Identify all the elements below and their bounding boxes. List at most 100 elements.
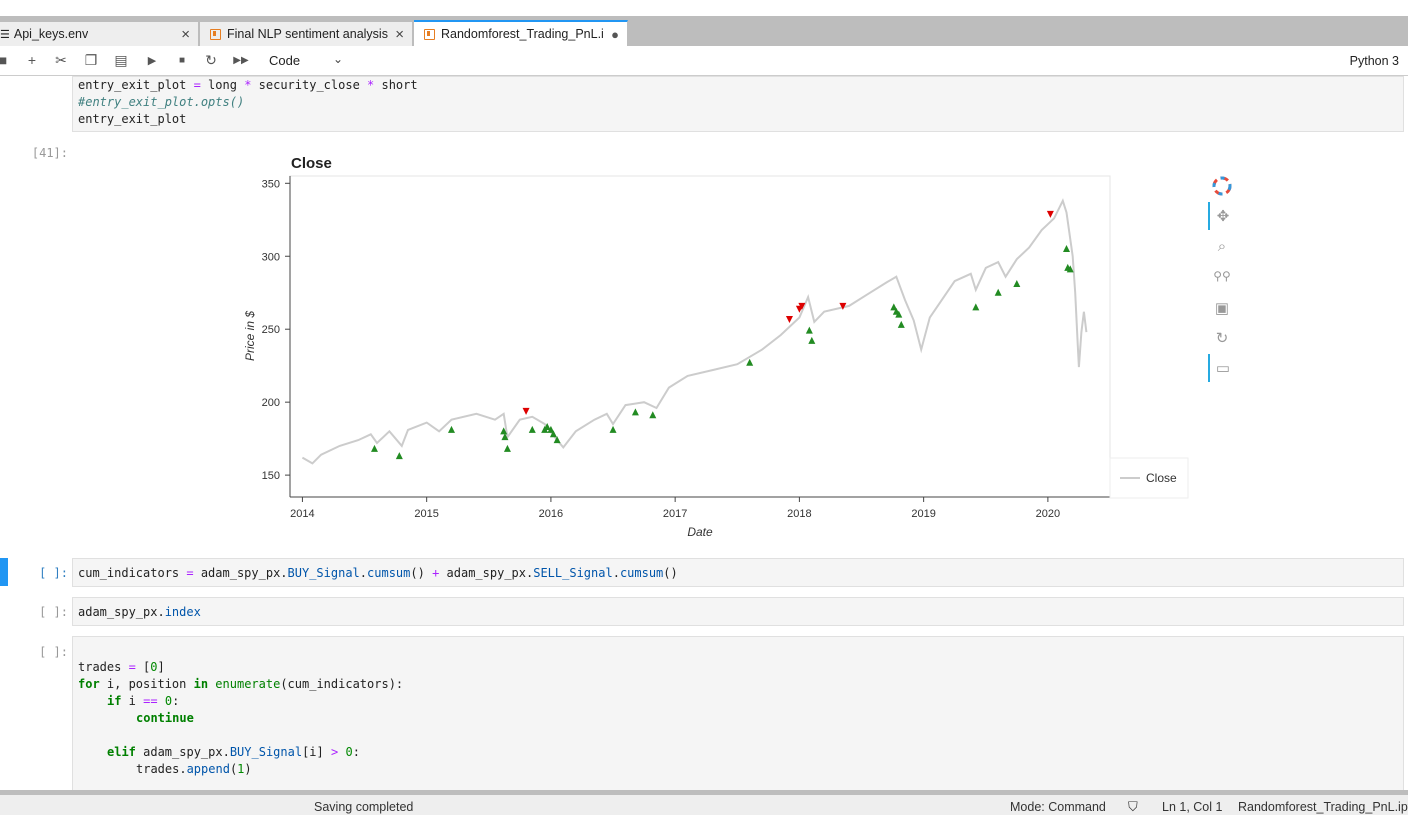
restart-icon[interactable]: ↻ bbox=[205, 52, 217, 68]
buy-signal-marker bbox=[547, 425, 555, 433]
x-tick-label: 2019 bbox=[911, 508, 935, 520]
mode-indicator[interactable]: Mode: Command bbox=[1010, 800, 1106, 814]
code-cell-input[interactable]: trades = [0] for i, position in enumerat… bbox=[72, 636, 1404, 790]
buy-signal-marker bbox=[503, 444, 511, 452]
chevron-down-icon[interactable]: ⌄ bbox=[333, 52, 344, 66]
box-zoom-icon[interactable]: ⌕ bbox=[1217, 237, 1227, 255]
file-name: Randomforest_Trading_PnL.ipy bbox=[1238, 800, 1408, 814]
buy-signal-marker bbox=[501, 433, 509, 441]
buy-signal-marker bbox=[528, 425, 536, 433]
save-icon[interactable]: ■ bbox=[0, 52, 8, 68]
code-line: continue bbox=[136, 711, 194, 725]
run-icon[interactable]: ▶ bbox=[147, 55, 157, 67]
tab-label: Final NLP sentiment analysis bbox=[227, 27, 388, 41]
tab-api-keys[interactable]: ☰ Api_keys.env × bbox=[0, 22, 199, 46]
y-tick-label: 350 bbox=[262, 178, 280, 190]
code-line: trades.append(1) bbox=[136, 762, 252, 776]
code-line: trades = [0] bbox=[78, 660, 165, 674]
wheel-zoom-icon[interactable]: ⚲⚲ bbox=[1213, 269, 1231, 283]
tab-strip: ☰ Api_keys.env × Final NLP sentiment ana… bbox=[0, 16, 1408, 46]
add-cell-icon[interactable]: + bbox=[27, 52, 37, 68]
buy-signal-marker bbox=[1066, 265, 1074, 273]
input-prompt: [ ]: bbox=[39, 566, 68, 580]
code-cell-input[interactable]: adam_spy_px.index bbox=[72, 597, 1404, 626]
active-cell-indicator bbox=[0, 558, 8, 586]
buy-signal-marker bbox=[890, 303, 898, 311]
sell-signal-marker bbox=[522, 407, 530, 415]
buy-signal-marker bbox=[553, 436, 561, 444]
buy-signal-marker bbox=[395, 452, 403, 460]
status-bar: Saving completed Mode: Command ⛉ Ln 1, C… bbox=[0, 790, 1408, 815]
buy-signal-marker bbox=[895, 310, 903, 318]
tab-nlp-sentiment[interactable]: Final NLP sentiment analysis × bbox=[200, 22, 413, 46]
bokeh-logo-icon[interactable] bbox=[1208, 172, 1236, 200]
y-tick-label: 200 bbox=[262, 397, 280, 409]
kernel-name[interactable]: Python 3 bbox=[1349, 54, 1399, 68]
code-line: entry_exit_plot = long * security_close … bbox=[78, 78, 418, 92]
buy-signal-marker bbox=[897, 320, 905, 328]
buy-signal-marker bbox=[609, 425, 617, 433]
close-icon[interactable]: × bbox=[395, 25, 404, 43]
code-line: adam_spy_px.index bbox=[78, 605, 201, 619]
code-cell-input[interactable]: cum_indicators = adam_spy_px.BUY_Signal.… bbox=[72, 558, 1404, 587]
x-tick-label: 2018 bbox=[787, 508, 811, 520]
paste-icon[interactable]: ▤ bbox=[114, 52, 128, 68]
window-top bbox=[0, 0, 1408, 16]
cut-icon[interactable]: ✂ bbox=[55, 52, 67, 68]
input-prompt: [ ]: bbox=[39, 645, 68, 659]
code-line: elif adam_spy_px.BUY_Signal[i] > 0: bbox=[107, 745, 360, 759]
text-file-icon: ☰ bbox=[0, 28, 10, 41]
stop-icon[interactable]: ■ bbox=[178, 55, 186, 66]
tab-randomforest[interactable]: Randomforest_Trading_PnL.i ● bbox=[414, 20, 628, 46]
x-tick-label: 2014 bbox=[290, 508, 314, 520]
y-tick-label: 300 bbox=[262, 251, 280, 263]
x-tick-label: 2015 bbox=[414, 508, 438, 520]
save-plot-icon[interactable]: ▣ bbox=[1214, 300, 1230, 317]
sell-signal-marker bbox=[785, 315, 793, 323]
code-line: if i == 0: bbox=[107, 694, 180, 708]
unsaved-dot-icon[interactable]: ● bbox=[611, 26, 619, 42]
close-icon[interactable]: × bbox=[181, 25, 190, 43]
buy-signal-marker bbox=[1063, 244, 1071, 252]
code-line: cum_indicators = adam_spy_px.BUY_Signal.… bbox=[78, 566, 678, 580]
x-tick-label: 2016 bbox=[539, 508, 563, 520]
close-price-line bbox=[301, 198, 1088, 465]
tab-label: Randomforest_Trading_PnL.i bbox=[441, 27, 604, 41]
fast-forward-icon[interactable]: ▶▶ bbox=[233, 55, 249, 66]
notebook-icon bbox=[424, 28, 435, 40]
buy-signal-marker bbox=[549, 430, 557, 438]
buy-signal-marker bbox=[994, 288, 1002, 296]
y-tick-label: 250 bbox=[262, 324, 280, 336]
cursor-position[interactable]: Ln 1, Col 1 bbox=[1162, 800, 1223, 814]
hover-tool-icon[interactable]: ▭ bbox=[1208, 354, 1236, 382]
buy-signal-marker bbox=[448, 425, 456, 433]
plot-area bbox=[289, 175, 1111, 498]
sell-signal-marker bbox=[798, 302, 806, 310]
reset-icon[interactable]: ↻ bbox=[1215, 330, 1229, 347]
code-comment: #entry_exit_plot.opts() bbox=[78, 95, 245, 109]
save-status: Saving completed bbox=[314, 800, 414, 814]
buy-signal-marker bbox=[746, 358, 754, 366]
code-line: entry_exit_plot bbox=[78, 112, 187, 126]
legend-label: Close bbox=[1146, 471, 1177, 485]
y-axis-label: Price in $ bbox=[243, 311, 257, 361]
notebook-icon bbox=[210, 28, 221, 40]
copy-icon[interactable]: ❐ bbox=[84, 52, 98, 68]
code-cell-input[interactable]: entry_exit_plot = long * security_close … bbox=[72, 76, 1404, 132]
chart-title: Close bbox=[291, 155, 332, 172]
cell-type-select[interactable]: Code bbox=[269, 53, 301, 68]
input-prompt: [ ]: bbox=[39, 605, 68, 619]
x-tick-label: 2017 bbox=[663, 508, 687, 520]
shield-icon[interactable]: ⛉ bbox=[1128, 799, 1138, 814]
y-tick-label: 150 bbox=[262, 470, 280, 482]
sell-signal-marker bbox=[1046, 210, 1054, 218]
buy-signal-marker bbox=[370, 444, 378, 452]
notebook-toolbar: ■ + ✂ ❐ ▤ ▶ ■ ↻ ▶▶ Code ⌄ Python 3 bbox=[0, 46, 1408, 76]
pan-tool-icon[interactable]: ✥ bbox=[1208, 202, 1236, 230]
buy-signal-marker bbox=[631, 408, 639, 416]
sell-signal-marker bbox=[839, 302, 847, 310]
close-price-chart[interactable]: Close 2014 2015 2016 2017 2018 2019 2020 150 20… bbox=[240, 148, 1200, 548]
code-line-blank bbox=[78, 727, 1403, 744]
x-tick-label: 2020 bbox=[1036, 508, 1060, 520]
buy-signal-marker bbox=[543, 422, 551, 430]
